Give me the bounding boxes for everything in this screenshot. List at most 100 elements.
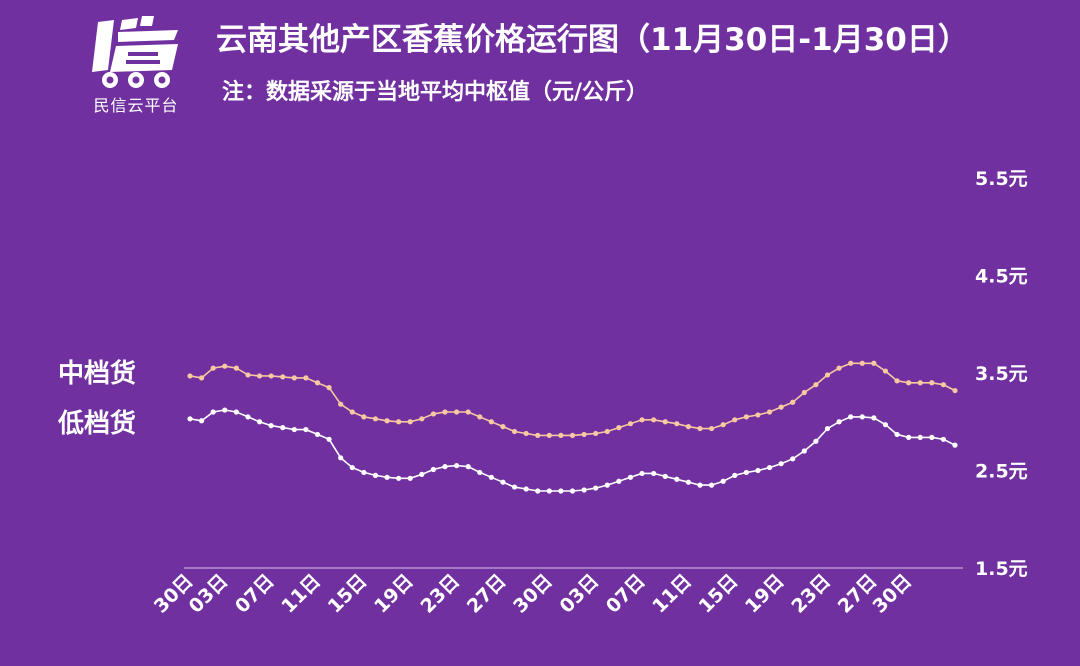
data-point	[500, 479, 506, 485]
data-point	[790, 399, 796, 405]
data-point	[198, 418, 205, 424]
y-tick-label: 3.5元	[975, 363, 1028, 385]
data-point	[697, 482, 703, 488]
data-point	[222, 363, 228, 369]
data-point	[407, 475, 413, 481]
data-point	[407, 419, 413, 425]
data-point	[836, 365, 842, 371]
x-tick-label: 03日	[556, 570, 604, 618]
data-point	[233, 365, 239, 371]
chart-title: 云南其他产区香蕉价格运行图（11月30日-1月30日）	[216, 22, 969, 58]
data-point	[801, 389, 807, 396]
data-point	[813, 438, 819, 444]
data-point	[442, 464, 448, 470]
data-point	[349, 409, 355, 415]
data-point	[952, 442, 958, 448]
data-point	[245, 414, 251, 420]
data-point	[291, 426, 297, 433]
data-point	[651, 417, 657, 423]
data-point	[778, 461, 784, 467]
data-point	[674, 421, 680, 427]
data-point	[326, 436, 332, 442]
data-point	[546, 432, 552, 438]
data-point	[245, 372, 251, 378]
data-point	[372, 416, 379, 422]
data-point	[639, 470, 645, 477]
data-point	[442, 409, 448, 415]
data-point	[430, 466, 437, 473]
x-tick-label: 19日	[741, 570, 789, 618]
data-point	[581, 487, 587, 493]
data-point	[210, 409, 216, 415]
x-tick-label: 15日	[695, 570, 743, 618]
y-tick-label: 2.5元	[975, 461, 1028, 483]
data-point	[616, 425, 622, 431]
x-tick-label: 19日	[370, 570, 418, 618]
x-tick-label: 15日	[324, 570, 372, 618]
data-point	[233, 409, 239, 415]
data-point	[535, 432, 541, 438]
data-point	[604, 428, 610, 435]
data-point	[593, 430, 599, 437]
data-point	[222, 407, 228, 413]
data-point	[708, 425, 715, 432]
data-point	[280, 374, 286, 380]
data-point	[778, 404, 784, 410]
data-point	[882, 422, 889, 428]
data-point	[732, 417, 738, 423]
data-point	[546, 488, 552, 494]
series-line-mid	[189, 362, 956, 437]
y-axis-ticks: 5.5元 4.5元 3.5元 2.5元 1.5元	[975, 168, 1028, 580]
y-tick-label: 5.5元	[975, 168, 1028, 190]
data-point	[755, 467, 761, 474]
data-point	[256, 373, 263, 379]
data-point	[198, 375, 205, 381]
data-point	[859, 360, 865, 366]
x-tick-label: 03日	[185, 570, 233, 618]
data-point	[894, 378, 900, 384]
series-layer	[187, 360, 958, 494]
y-tick-label: 4.5元	[975, 266, 1028, 288]
logo: 民信云平台	[82, 8, 190, 115]
data-point	[210, 365, 216, 371]
data-point	[627, 474, 634, 480]
data-point	[813, 382, 819, 388]
data-point	[326, 385, 332, 391]
data-point	[488, 474, 494, 480]
data-point	[303, 426, 309, 433]
data-point	[848, 414, 854, 420]
data-point	[685, 479, 692, 485]
data-point	[488, 419, 494, 425]
data-point	[755, 412, 761, 418]
x-tick-label: 07日	[602, 570, 650, 618]
truck-logo-icon	[92, 16, 178, 88]
data-point	[929, 434, 935, 440]
data-point	[824, 372, 831, 378]
data-point	[581, 431, 587, 438]
data-point	[314, 380, 321, 386]
data-point	[882, 368, 889, 374]
y-tick-label: 1.5元	[975, 558, 1028, 580]
data-point	[824, 425, 831, 432]
data-point	[940, 436, 947, 442]
data-point	[372, 472, 379, 478]
data-point	[384, 418, 390, 424]
data-point	[396, 419, 402, 425]
data-point	[419, 416, 425, 422]
data-point	[871, 415, 877, 421]
data-point	[187, 416, 193, 422]
data-point	[697, 425, 703, 432]
data-point	[569, 432, 576, 438]
x-axis-ticks: 30日03日07日11日15日19日23日27日30日03日07日11日15日1…	[150, 570, 916, 618]
data-point	[894, 431, 900, 438]
data-point	[940, 382, 947, 388]
series-label-low: 低档货	[57, 408, 136, 439]
logo-text: 民信云平台	[93, 96, 179, 115]
data-point	[477, 414, 483, 420]
data-point	[627, 421, 634, 427]
data-point	[848, 360, 854, 366]
data-point	[361, 469, 367, 476]
data-point	[906, 380, 912, 386]
data-point	[917, 434, 923, 440]
